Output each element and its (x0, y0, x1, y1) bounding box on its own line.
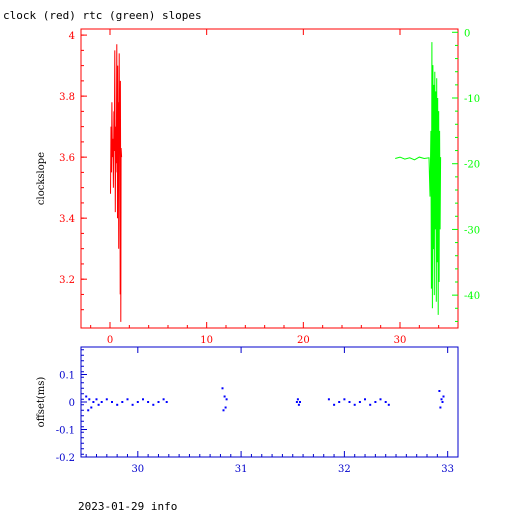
offset-point (438, 390, 441, 392)
offset-point (100, 401, 103, 403)
top-y2tick-label: 0 (464, 28, 470, 39)
offset-point (131, 403, 134, 406)
top-y2tick-label: -10 (464, 94, 480, 105)
offset-point (387, 403, 390, 406)
offset-point (327, 398, 330, 401)
offset-point (296, 398, 299, 401)
page-title: clock (red) rtc (green) slopes (3, 9, 202, 22)
top-xtick-label: 30 (394, 335, 407, 346)
offset-point (221, 387, 224, 390)
top-y2tick-label: -40 (464, 291, 480, 302)
top-xtick-label: 20 (297, 335, 310, 346)
bottom-ytick-label: 0.1 (59, 371, 75, 382)
offset-point (88, 398, 91, 401)
bottom-ytick-label: -0.2 (56, 453, 75, 464)
offset-point (333, 403, 336, 406)
offset-point (353, 403, 356, 406)
offset-point (439, 406, 442, 409)
series-line-rtc (395, 42, 442, 315)
bottom-xtick-label: 33 (441, 464, 454, 475)
top-xtick-label: 10 (200, 335, 213, 346)
bottom-xtick-label: 31 (235, 464, 248, 475)
offset-point (90, 406, 93, 409)
offset-point (85, 395, 88, 398)
offset-point (121, 401, 124, 403)
offset-point (348, 401, 351, 403)
offset-point (379, 398, 382, 401)
bottom-ytick-label: -0.1 (56, 426, 75, 437)
top-ytick-label: 3.2 (59, 275, 75, 286)
top-plot-frame (80, 28, 459, 329)
date-label: 2023-01-29 info (78, 500, 178, 513)
offset-point (111, 401, 113, 403)
top-ytick-label: 3.6 (59, 153, 75, 164)
offset-point (364, 398, 366, 401)
offset-point (147, 401, 150, 403)
top-xtick-label: 0 (107, 335, 113, 346)
offset-point (358, 401, 361, 403)
offset-point (441, 401, 444, 403)
offset-point (162, 398, 165, 401)
offset-point (165, 401, 168, 403)
offset-point (157, 401, 160, 403)
offset-point (442, 395, 445, 398)
offset-point (224, 406, 227, 409)
bottom-xtick-label: 30 (131, 464, 144, 475)
offset-point (97, 403, 100, 406)
offset-point (136, 401, 139, 403)
series-line-clock (110, 44, 123, 322)
offset-point (338, 401, 341, 403)
offset-point (126, 398, 129, 401)
offset-point (297, 403, 300, 406)
offset-point (95, 398, 98, 401)
bottom-xtick-label: 32 (338, 464, 351, 475)
offset-point (374, 401, 377, 403)
top-ylabel: clockslope (36, 152, 47, 205)
offset-point (369, 403, 372, 406)
offset-point (142, 398, 144, 401)
top-y2tick-label: -20 (464, 160, 480, 171)
offset-point (225, 398, 228, 401)
offset-point (295, 401, 298, 403)
top-ytick-label: 3.8 (59, 92, 75, 103)
offset-point (87, 409, 90, 412)
offset-point (440, 398, 443, 401)
offset-point (92, 401, 95, 403)
offset-point (299, 401, 301, 403)
top-y2tick-label: -30 (464, 225, 480, 236)
bottom-ylabel: offset(ms) (36, 377, 47, 428)
offset-point (343, 398, 346, 401)
offset-point (384, 401, 387, 403)
offset-point (152, 403, 155, 406)
offset-point (222, 409, 225, 412)
bottom-ytick-label: 0 (69, 398, 75, 409)
offset-point (223, 395, 226, 398)
offset-point (105, 398, 108, 401)
top-ytick-label: 4 (69, 31, 75, 42)
offset-point (116, 403, 119, 406)
top-ytick-label: 3.4 (59, 214, 75, 225)
